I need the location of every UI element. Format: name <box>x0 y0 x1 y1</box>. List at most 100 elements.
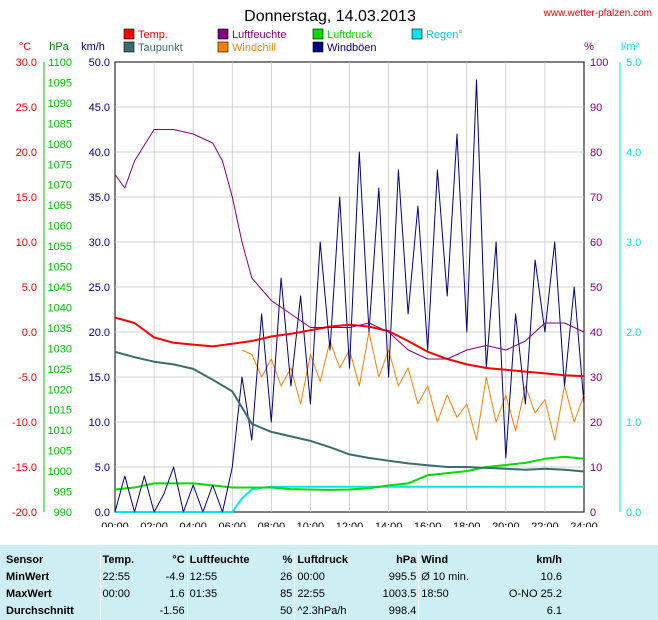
hum-time <box>186 602 273 619</box>
humidity-tick-label: 0 <box>590 507 596 519</box>
pressure-tick-label: 990 <box>54 507 72 519</box>
wind-tick-label: 30.0 <box>89 237 110 249</box>
pressure-tick-label: 1025 <box>48 364 72 376</box>
wind-tick-label: 0.0 <box>95 507 110 519</box>
hum-value: 85 <box>280 587 293 600</box>
temp-tick-label: -10.0 <box>12 417 37 429</box>
hum-time: 12:55 <box>186 568 273 585</box>
humidity-tick-label: 90 <box>590 102 602 114</box>
x-tick-label: 18:00 <box>453 521 481 527</box>
temp-tick-label: 5.0 <box>22 282 37 294</box>
series-line-dew <box>114 350 585 473</box>
wind-time <box>418 602 489 619</box>
x-tick-label: 02:00 <box>140 521 168 527</box>
temp-tick-label: -5.0 <box>18 372 37 384</box>
temp-time <box>99 602 148 619</box>
rain-tick-label: 2.0 <box>626 327 641 339</box>
humidity-tick-label: 50 <box>590 282 602 294</box>
row-label: MinWert <box>6 570 50 583</box>
pressure-tick-label: 1020 <box>48 384 72 396</box>
hdr-sensor: Sensor <box>6 553 44 566</box>
pressure-tick-label: 1090 <box>48 98 72 110</box>
pressure-tick-label: 1030 <box>48 343 72 355</box>
x-tick-label: 08:00 <box>258 521 286 527</box>
axis-units: °C hPa km/h% l/m² <box>19 41 640 53</box>
rain-tick-label: 1.0 <box>626 417 641 429</box>
temp-value: -4.9 <box>165 570 185 583</box>
axis-unit-label: km/h <box>81 41 105 53</box>
legend-label: Windböen <box>327 42 377 54</box>
x-tick-label: 16:00 <box>414 521 442 527</box>
stats-header-row: Sensor Temp. °C Luftfeuchte % Luftdruck … <box>4 551 564 568</box>
series-line-humidity <box>114 129 585 360</box>
wind-tick-label: 20.0 <box>89 327 110 339</box>
temp-value: 1.6 <box>169 587 185 600</box>
temp-tick-label: 30.0 <box>16 57 37 69</box>
pressure-tick-label: 1040 <box>48 302 72 314</box>
temp-value: -1.56 <box>159 604 185 617</box>
stats-row: Durchschnitt -1.56 50 ^2.3hPa/h 998.4 6.… <box>4 602 564 619</box>
hum-value: 26 <box>280 570 293 583</box>
hum-time: 01:35 <box>186 585 273 602</box>
wind-tick-label: 40.0 <box>89 147 110 159</box>
temp-tick-label: 15.0 <box>16 192 37 204</box>
press-value: 1003.5 <box>382 587 417 600</box>
hdr-hum-unit: % <box>282 553 293 566</box>
temp-time: 00:00 <box>99 585 148 602</box>
press-value: 995.5 <box>388 570 417 583</box>
legend-label: Taupunkt <box>138 42 183 54</box>
series-line-temp <box>114 316 585 378</box>
press-time: 00:00 <box>294 568 369 585</box>
axis-unit-label: l/m² <box>621 41 640 53</box>
x-axis: 00:00 02:00 04:00 06:00 08:00 10:00 12:00 14:00… <box>101 521 598 527</box>
row-label: MaxWert <box>6 587 52 600</box>
pressure-tick-label: 1085 <box>48 118 72 130</box>
stats-table: Sensor Temp. °C Luftfeuchte % Luftdruck … <box>4 551 564 619</box>
rain-tick-label: 5.0 <box>626 57 641 69</box>
chart-title: Donnerstag, 14.03.2013 <box>244 8 416 25</box>
legend-swatch <box>123 41 135 53</box>
series-layer <box>114 79 585 513</box>
humidity-tick-label: 80 <box>590 147 602 159</box>
site-link[interactable]: www.wetter-pfalzen.com <box>543 8 652 19</box>
x-tick-label: 22:00 <box>531 521 559 527</box>
pressure-tick-label: 1015 <box>48 405 72 417</box>
humidity-tick-label: 20 <box>590 417 602 429</box>
legend-label: Luftfeuchte <box>232 29 286 41</box>
pressure-tick-label: 1095 <box>48 77 72 89</box>
rain-tick-label: 3.0 <box>626 237 641 249</box>
wind-value: 10.6 <box>540 570 562 583</box>
hdr-wind: Wind <box>418 551 489 568</box>
weather-chart: Donnerstag, 14.03.2013 www.wetter-pfalze… <box>12 8 652 527</box>
hdr-hum: Luftfeuchte <box>186 551 273 568</box>
legend-label: Temp. <box>138 29 168 41</box>
hdr-temp-unit: °C <box>172 553 185 566</box>
stats-row: MaxWert 00:00 1.6 01:35 85 22:55 1003.5 … <box>4 585 564 602</box>
press-time: 22:55 <box>294 585 369 602</box>
wind-tick-label: 35.0 <box>89 192 110 204</box>
axis-unit-label: % <box>584 41 594 53</box>
stats-panel: Sensor Temp. °C Luftfeuchte % Luftdruck … <box>0 545 658 620</box>
temp-time: 22:55 <box>99 568 148 585</box>
wind-time: Ø 10 min. <box>418 568 489 585</box>
legend-swatch <box>217 41 229 53</box>
x-tick-label: 12:00 <box>336 521 364 527</box>
pressure-tick-label: 1045 <box>48 282 72 294</box>
pressure-tick-label: 1065 <box>48 200 72 212</box>
legend-label: Luftdruck <box>327 29 373 41</box>
temp-tick-label: 0.0 <box>22 327 37 339</box>
x-tick-label: 04:00 <box>179 521 207 527</box>
x-tick-label: 00:00 <box>101 521 129 527</box>
wind-tick-label: 15.0 <box>89 372 110 384</box>
wind-tick-label: 5.0 <box>95 462 110 474</box>
humidity-tick-label: 10 <box>590 462 602 474</box>
pressure-tick-label: 1060 <box>48 221 72 233</box>
hdr-wind-unit: km/h <box>536 553 562 566</box>
hdr-press-unit: hPa <box>396 553 417 566</box>
series-line-gusts <box>114 79 585 513</box>
rain-tick-label: 4.0 <box>626 147 641 159</box>
humidity-tick-label: 70 <box>590 192 602 204</box>
legend: Temp. Luftfeuchte Luftdruck Regen° Taupunkt W… <box>123 28 463 54</box>
pressure-tick-label: 1075 <box>48 159 72 171</box>
rain-tick-label: 0.0 <box>626 507 641 519</box>
